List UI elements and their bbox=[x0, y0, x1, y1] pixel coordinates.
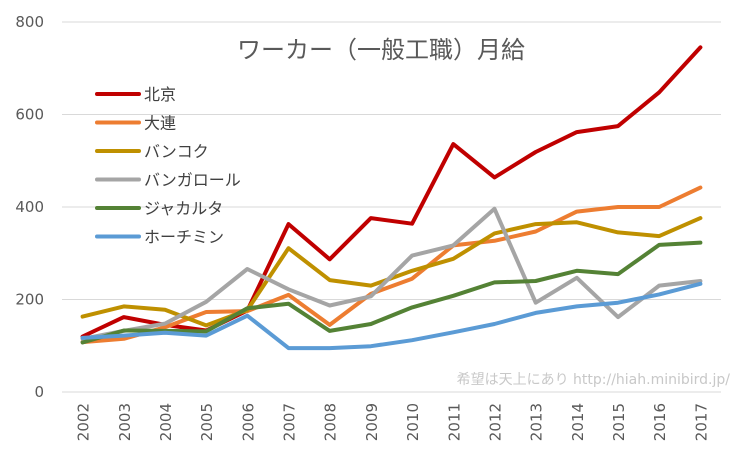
legend-label: 大連 bbox=[144, 114, 176, 133]
watermark-text: 希望は天上にあり http://hiah.minibird.jp/ bbox=[457, 372, 731, 388]
series-line-4 bbox=[80, 240, 703, 345]
x-tick-label: 2010 bbox=[404, 403, 422, 441]
x-tick-label: 2003 bbox=[116, 403, 134, 441]
legend-label: ホーチミン bbox=[144, 228, 224, 247]
legend-label: 北京 bbox=[144, 85, 176, 104]
chart-title: ワーカー（一般工職）月給 bbox=[237, 36, 525, 64]
x-tick-label: 2013 bbox=[528, 403, 546, 441]
legend-label: バンコク bbox=[144, 142, 209, 161]
x-tick-label: 2006 bbox=[239, 403, 257, 441]
legend-label: ジャカルタ bbox=[144, 199, 223, 218]
y-tick-label: 400 bbox=[15, 198, 44, 216]
x-tick-label: 2016 bbox=[651, 403, 669, 441]
series-line-5 bbox=[80, 281, 703, 351]
legend-label: バンガロール bbox=[144, 171, 241, 190]
x-axis-tick-labels: 2002 2003 2004 2005 2006 2007 2008 2009 2010 2011… bbox=[75, 403, 711, 441]
x-tick-label: 2017 bbox=[692, 403, 710, 441]
series-lines bbox=[80, 45, 703, 351]
x-tick-label: 2002 bbox=[75, 403, 93, 441]
y-axis-tick-labels: 0 200 400 600 800 bbox=[15, 13, 44, 401]
x-tick-label: 2015 bbox=[610, 403, 628, 441]
x-tick-label: 2014 bbox=[569, 403, 587, 441]
y-tick-label: 600 bbox=[15, 106, 44, 124]
series-line-0 bbox=[80, 45, 703, 339]
x-tick-label: 2004 bbox=[157, 403, 175, 441]
grid-lines bbox=[62, 21, 721, 393]
series-line-3 bbox=[80, 206, 703, 341]
x-tick-label: 2011 bbox=[445, 403, 463, 441]
x-tick-label: 2012 bbox=[486, 403, 504, 441]
x-tick-label: 2005 bbox=[198, 403, 216, 441]
y-tick-label: 800 bbox=[15, 13, 44, 31]
x-tick-label: 2007 bbox=[281, 403, 299, 441]
y-tick-label: 0 bbox=[34, 383, 44, 401]
y-tick-label: 200 bbox=[15, 291, 44, 309]
x-tick-label: 2009 bbox=[363, 403, 381, 441]
x-tick-label: 2008 bbox=[322, 403, 340, 441]
